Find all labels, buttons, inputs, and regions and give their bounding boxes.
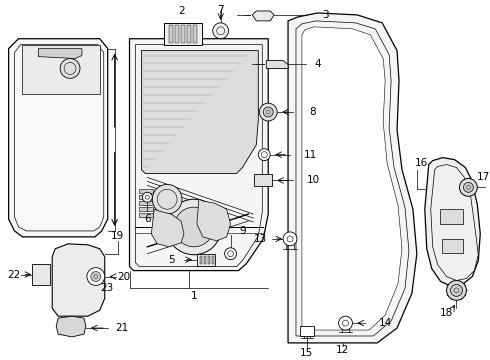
Polygon shape	[129, 39, 268, 271]
Text: 23: 23	[100, 283, 113, 293]
Circle shape	[213, 23, 229, 39]
Circle shape	[464, 183, 473, 192]
Text: 11: 11	[304, 150, 318, 159]
Circle shape	[339, 316, 352, 330]
Polygon shape	[296, 21, 409, 336]
Circle shape	[446, 280, 466, 300]
Polygon shape	[56, 316, 86, 337]
Text: 2: 2	[179, 6, 185, 16]
Text: 8: 8	[310, 107, 316, 117]
Text: 6: 6	[144, 214, 150, 224]
Bar	[200, 256, 202, 264]
Text: 22: 22	[7, 270, 20, 280]
Bar	[140, 213, 153, 217]
Bar	[140, 195, 153, 199]
Polygon shape	[197, 199, 231, 241]
Text: 17: 17	[477, 172, 490, 183]
Circle shape	[259, 103, 277, 121]
Polygon shape	[431, 165, 478, 280]
Bar	[254, 175, 272, 186]
Text: 1: 1	[191, 291, 197, 301]
Circle shape	[91, 271, 101, 282]
Polygon shape	[151, 209, 184, 247]
Bar	[175, 25, 179, 43]
Text: 21: 21	[115, 323, 128, 333]
Circle shape	[152, 184, 182, 214]
Text: 14: 14	[378, 318, 392, 328]
Text: 16: 16	[415, 158, 428, 168]
Polygon shape	[135, 45, 262, 267]
Text: 9: 9	[239, 226, 246, 236]
Polygon shape	[38, 49, 82, 59]
Bar	[169, 25, 173, 43]
Bar	[204, 256, 206, 264]
Circle shape	[450, 284, 463, 296]
Bar	[440, 209, 464, 224]
Circle shape	[60, 59, 80, 78]
Bar	[140, 201, 153, 205]
Polygon shape	[142, 51, 258, 174]
Bar	[140, 189, 153, 193]
Bar	[181, 25, 185, 43]
Circle shape	[166, 199, 221, 255]
Polygon shape	[9, 39, 108, 237]
Circle shape	[460, 179, 477, 196]
Circle shape	[87, 267, 105, 285]
Bar	[187, 25, 191, 43]
Bar	[208, 256, 210, 264]
Text: 7: 7	[218, 5, 224, 15]
Bar	[300, 326, 314, 336]
Text: 3: 3	[322, 10, 329, 20]
Text: 15: 15	[300, 348, 314, 358]
Polygon shape	[425, 158, 480, 287]
Text: 20: 20	[117, 271, 130, 282]
Text: 10: 10	[307, 175, 320, 185]
Bar	[140, 207, 153, 211]
Text: 4: 4	[315, 59, 321, 69]
Polygon shape	[266, 60, 288, 68]
Text: 18: 18	[440, 308, 453, 318]
Bar	[212, 256, 214, 264]
Bar	[441, 239, 464, 253]
Text: 5: 5	[168, 255, 174, 265]
Polygon shape	[302, 27, 402, 330]
Bar	[23, 45, 100, 94]
Circle shape	[283, 232, 297, 246]
Circle shape	[143, 192, 152, 202]
Text: 13: 13	[254, 234, 267, 244]
Circle shape	[174, 207, 214, 247]
Text: 12: 12	[336, 345, 349, 355]
Polygon shape	[288, 13, 417, 343]
Bar	[197, 254, 215, 266]
Bar	[193, 25, 197, 43]
Polygon shape	[252, 11, 274, 21]
Bar	[164, 23, 202, 45]
Circle shape	[224, 248, 237, 260]
Bar	[32, 264, 50, 285]
Circle shape	[258, 149, 270, 161]
Text: 19: 19	[111, 231, 124, 241]
Circle shape	[263, 107, 273, 117]
Polygon shape	[52, 244, 105, 316]
